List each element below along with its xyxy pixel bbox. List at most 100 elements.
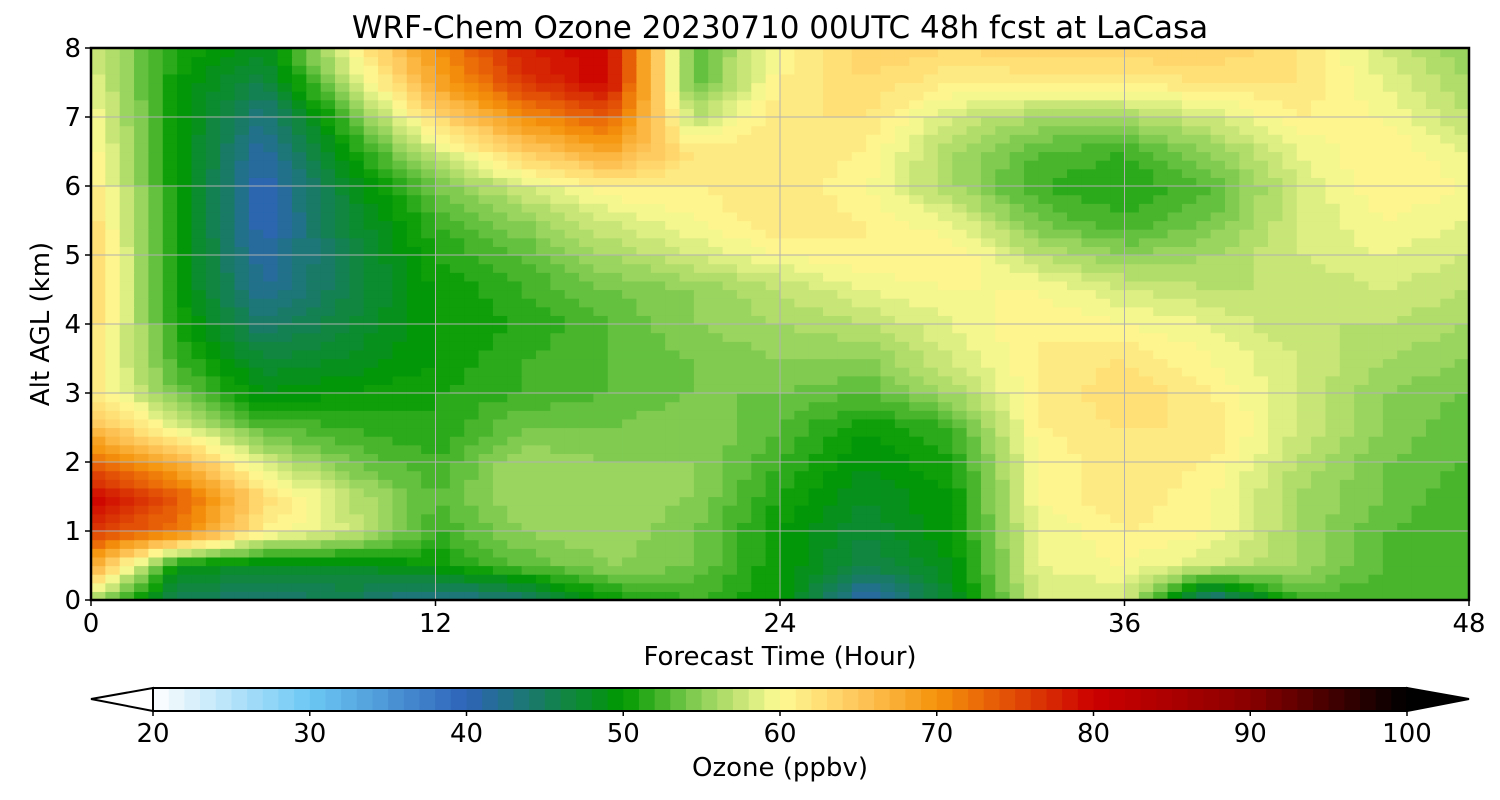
heatmap-cell xyxy=(708,591,724,601)
heatmap-cell xyxy=(1253,427,1269,437)
heatmap-cell xyxy=(1454,401,1470,411)
heatmap-cell xyxy=(679,367,695,377)
heatmap-cell xyxy=(780,410,795,420)
heatmap-cell xyxy=(91,358,106,368)
heatmap-cell xyxy=(937,393,953,403)
heatmap-cell xyxy=(1167,548,1183,558)
heatmap-cell xyxy=(205,177,221,187)
heatmap-cell xyxy=(607,186,623,196)
heatmap-cell xyxy=(1282,306,1298,316)
heatmap-cell xyxy=(679,263,695,273)
heatmap-cell xyxy=(464,332,480,342)
heatmap-cell xyxy=(406,272,422,282)
heatmap-cell xyxy=(220,194,236,204)
heatmap-cell xyxy=(349,418,365,429)
heatmap-cell xyxy=(119,203,135,213)
heatmap-cell xyxy=(492,418,508,429)
heatmap-cell xyxy=(220,539,236,549)
heatmap-cell xyxy=(923,194,939,204)
heatmap-cell xyxy=(1311,548,1327,558)
heatmap-cell xyxy=(205,315,221,325)
heatmap-cell xyxy=(909,496,925,506)
heatmap-cell xyxy=(880,315,896,325)
heatmap-cell xyxy=(1095,436,1111,446)
heatmap-cell xyxy=(780,470,795,480)
heatmap-cell xyxy=(349,513,365,523)
heatmap-cell xyxy=(1095,375,1111,385)
heatmap-cell xyxy=(162,280,178,291)
heatmap-cell xyxy=(937,255,953,265)
heatmap-cell xyxy=(248,160,264,170)
heatmap-cell xyxy=(1024,367,1039,377)
heatmap-cell xyxy=(966,341,982,351)
heatmap-cell xyxy=(550,453,566,463)
heatmap-cell xyxy=(923,479,939,489)
heatmap-cell xyxy=(909,246,925,256)
heatmap-cell xyxy=(1282,315,1298,325)
heatmap-cell xyxy=(263,306,279,316)
heatmap-cell xyxy=(952,280,968,291)
heatmap-cell xyxy=(1153,298,1169,308)
heatmap-cell xyxy=(966,418,982,429)
heatmap-cell xyxy=(234,349,250,360)
heatmap-cell xyxy=(1009,462,1025,472)
heatmap-cell xyxy=(105,548,121,558)
heatmap-cell xyxy=(421,591,437,601)
heatmap-cell xyxy=(1354,375,1370,385)
heatmap-cell xyxy=(550,194,566,204)
heatmap-cell xyxy=(909,203,925,213)
heatmap-cell xyxy=(349,505,365,515)
heatmap-cell xyxy=(1411,522,1427,532)
heatmap-cell xyxy=(220,358,236,368)
heatmap-cell xyxy=(1181,237,1197,247)
heatmap-cell xyxy=(421,444,437,454)
heatmap-cell xyxy=(449,591,465,601)
heatmap-cell xyxy=(248,341,264,351)
heatmap-cell xyxy=(665,160,681,170)
heatmap-cell xyxy=(1397,548,1413,558)
heatmap-cell xyxy=(1181,427,1197,437)
heatmap-cell xyxy=(277,151,293,161)
heatmap-cell xyxy=(1440,358,1456,368)
heatmap-cell xyxy=(765,401,781,411)
heatmap-cell xyxy=(1268,427,1283,437)
heatmap-cell xyxy=(1038,220,1054,230)
heatmap-cell xyxy=(923,531,939,541)
heatmap-cell xyxy=(1210,358,1226,368)
heatmap-cell xyxy=(1167,470,1183,480)
heatmap-cell xyxy=(952,186,968,196)
heatmap-cell xyxy=(909,556,925,567)
heatmap-cell xyxy=(1224,298,1240,308)
heatmap-cell xyxy=(378,539,394,549)
heatmap-cell xyxy=(1425,505,1441,515)
heatmap-cell xyxy=(1009,496,1025,506)
heatmap-cell xyxy=(622,513,638,523)
heatmap-cell xyxy=(1325,436,1341,446)
heatmap-cell xyxy=(234,453,250,463)
heatmap-cell xyxy=(1224,375,1240,385)
heatmap-cell xyxy=(579,393,594,403)
heatmap-cell xyxy=(1253,531,1269,541)
heatmap-cell xyxy=(1153,246,1169,256)
heatmap-cell xyxy=(1210,306,1226,316)
heatmap-cell xyxy=(320,160,336,170)
heatmap-cell xyxy=(349,168,365,178)
heatmap-cell xyxy=(478,298,494,308)
heatmap-cell xyxy=(507,160,523,170)
heatmap-cell xyxy=(1038,315,1054,325)
heatmap-cell xyxy=(191,306,207,316)
heatmap-cell xyxy=(1397,186,1413,196)
heatmap-cell xyxy=(521,186,537,196)
heatmap-cell xyxy=(1368,177,1384,187)
heatmap-cell xyxy=(1095,358,1111,368)
heatmap-cell xyxy=(837,393,853,403)
heatmap-cell xyxy=(1210,505,1226,515)
heatmap-cell xyxy=(119,160,135,170)
heatmap-cell xyxy=(335,332,350,342)
heatmap-cell xyxy=(765,315,781,325)
heatmap-cell xyxy=(980,341,996,351)
heatmap-cell xyxy=(105,246,121,256)
heatmap-cell xyxy=(823,367,839,377)
heatmap-cell xyxy=(708,315,724,325)
heatmap-cell xyxy=(937,565,953,575)
